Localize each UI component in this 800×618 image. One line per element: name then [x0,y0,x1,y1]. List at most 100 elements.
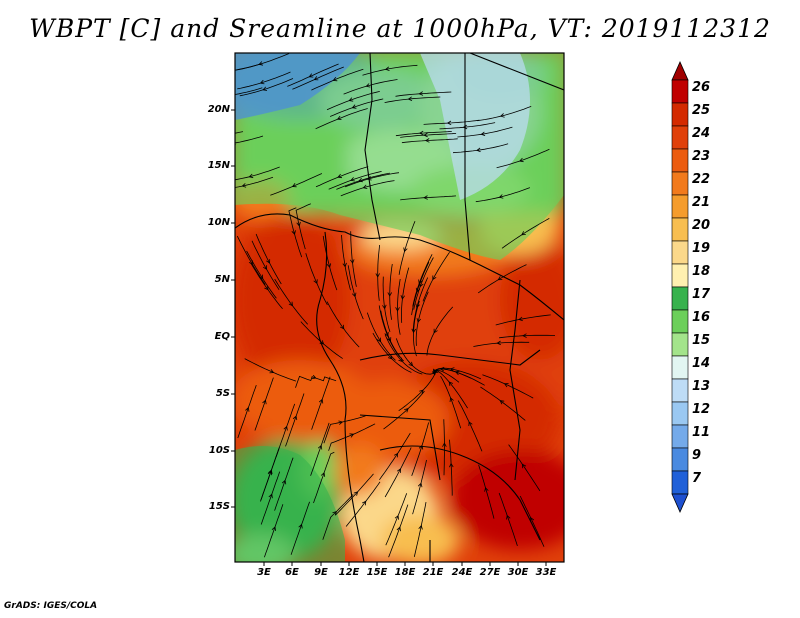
streamline-arrow [384,66,390,71]
streamline-arrow [462,124,468,130]
lon-label: 12E [338,567,360,578]
streamline [287,63,339,87]
streamline-arrow [433,328,438,334]
streamline [397,278,401,335]
streamline-arrow [308,73,314,78]
streamline-arrow [400,295,406,300]
streamline-arrow [393,452,399,458]
streamline [323,415,366,444]
colorbar-swatch [671,102,689,127]
streamline-arrow [259,79,265,85]
streamline-arrow [417,482,423,488]
streamline [411,422,429,476]
streamline [235,176,274,188]
colorbar-swatch [671,79,689,104]
streamline-arrow [449,462,454,468]
streamline-arrow [298,523,303,529]
streamline [439,122,496,130]
colorbar-label: 13 [692,379,711,394]
country-borders [235,53,564,562]
streamline [288,207,303,258]
streamline [440,375,462,429]
streamline [398,370,437,412]
colorbar-label: 16 [692,310,711,325]
streamline [385,493,408,546]
streamline [328,171,382,190]
streamline-arrow [313,279,318,285]
streamline-arrow [419,282,424,288]
streamline-arrow [269,369,275,374]
lat-label: 15N [207,160,230,171]
streamline-arrow [449,397,454,402]
streamline-arrow [499,113,505,118]
lon-label: 33E [535,567,557,578]
colorbar-under-triangle [671,493,689,513]
streamline-arrow [424,138,430,143]
colorbar-swatch [671,378,689,403]
streamline-arrow [418,524,423,530]
streamline [310,422,330,476]
streamline [412,254,433,307]
streamline [260,448,280,502]
streamline [311,376,331,430]
streamline-arrow [497,276,503,281]
streamline [328,423,376,451]
streamline-arrow [349,259,355,264]
streamline [264,504,284,558]
lon-label: 24E [451,567,473,578]
streamline [388,504,409,558]
colorbar-swatch [671,355,689,380]
streamline [345,481,381,527]
streamline-arrow [522,333,527,338]
streamline [449,439,453,496]
colorbar-label: 7 [692,471,702,486]
streamline [313,451,335,504]
colorbar-swatch [671,424,689,449]
streamline-arrow [262,86,268,91]
streamline [379,432,411,481]
streamline-arrow [332,77,338,82]
streamline-arrow [376,337,382,343]
streamline-arrow [415,303,420,309]
streamline-arrow [362,184,368,189]
streamline-arrow [291,183,297,188]
streamline [377,244,380,301]
streamline [382,276,391,333]
colorbar-label: 22 [692,172,711,187]
colorbar-swatch [671,171,689,196]
streamline [237,71,291,90]
streamline [422,251,450,302]
streamline-arrow [449,367,455,372]
streamline-arrow [446,120,452,126]
streamline-arrow [283,425,288,431]
streamline [343,79,398,95]
streamline [477,264,527,294]
colorbar-swatch [671,240,689,265]
streamline-arrow [266,259,271,264]
streamline [235,135,264,144]
streamline-arrow [258,61,264,66]
lon-label: 18E [394,567,416,578]
streamline-arrow [350,177,355,182]
streamline-arrow [499,400,505,405]
streamline [457,126,513,138]
colorbar-label: 26 [692,80,711,95]
streamline-arrow [348,97,354,102]
streamline [498,492,518,547]
streamline-arrow [262,399,267,405]
colorbar-over-triangle [671,61,689,81]
map-border [234,52,565,563]
colorbar-swatch [671,217,689,242]
streamline [246,250,277,299]
streamline-arrow [267,470,272,476]
streamline [315,166,369,188]
streamline-arrow [211,134,215,138]
streamline [452,143,509,154]
streamline [478,464,495,519]
streamline-arrow [480,131,486,136]
streamline-arrow [521,231,526,236]
streamline-arrow [518,157,524,163]
streamline-arrow [271,526,276,531]
streamline [413,300,420,357]
streamline-arrow [318,398,324,404]
